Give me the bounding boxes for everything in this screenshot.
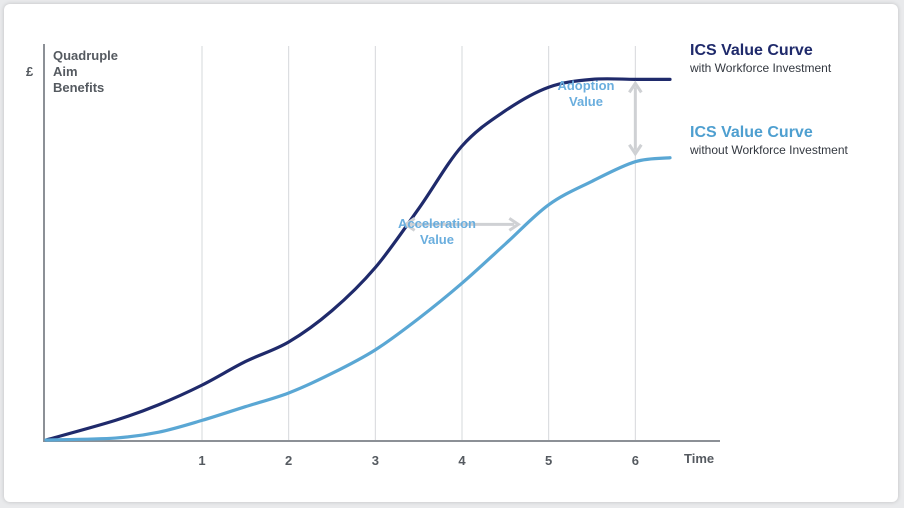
series-group	[44, 77, 672, 442]
axes	[43, 44, 720, 442]
adoption-label-line-2: Value	[569, 94, 603, 109]
adoption-arrow-head-bottom	[628, 143, 643, 157]
adoption-arrow-head-top	[628, 80, 643, 94]
annotation-arrows	[402, 80, 643, 232]
x-tick-label-4: 4	[458, 453, 466, 468]
adoption-label-line-1: Adoption	[557, 78, 614, 93]
acceleration-arrow-head-left	[402, 217, 416, 232]
x-tick-label-5: 5	[545, 453, 552, 468]
legend-series-2-subtitle: without Workforce Investment	[689, 143, 849, 157]
series-line-2	[44, 156, 672, 442]
chart-frame	[4, 4, 898, 502]
series-line-1	[44, 77, 672, 442]
y-axis-label-line-1: Quadruple	[53, 48, 118, 63]
legend-series-1-name: ICS Value Curve	[690, 42, 813, 59]
y-axis-label-line-3: Benefits	[53, 80, 104, 95]
acceleration-arrow-head-right	[508, 217, 522, 232]
y-axis-symbol: £	[26, 64, 34, 79]
acceleration-label-line-2: Value	[420, 232, 454, 247]
legend-series-1-subtitle: with Workforce Investment	[689, 61, 832, 75]
y-axis-label-line-2: Aim	[53, 64, 78, 79]
x-tick-label-1: 1	[198, 453, 205, 468]
legend-series-2-name: ICS Value Curve	[690, 124, 813, 141]
x-tick-label-6: 6	[632, 453, 639, 468]
x-tick-label-2: 2	[285, 453, 292, 468]
acceleration-label-line-1: Acceleration	[398, 216, 476, 231]
x-axis-label: Time	[684, 451, 714, 466]
x-tick-label-3: 3	[372, 453, 379, 468]
x-tick-labels: 1 2 3 4 5 6	[198, 453, 639, 468]
grid-lines	[201, 46, 636, 440]
